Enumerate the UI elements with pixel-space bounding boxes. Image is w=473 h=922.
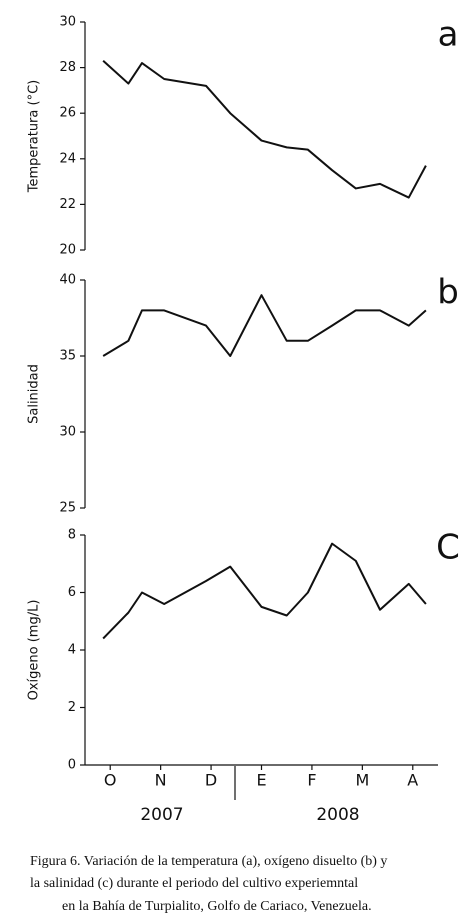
panel-letter: a	[438, 15, 459, 55]
year-label: 2008	[316, 805, 359, 825]
data-line	[102, 294, 427, 357]
caption-line: en la Bahía de Turpialito, Golfo de Cari…	[62, 899, 372, 914]
y-tick-label: 8	[68, 528, 76, 543]
caption-line: Figura 6. Variación de la temperatura (a…	[30, 854, 387, 869]
x-tick-label: M	[355, 771, 369, 790]
y-tick-label: 26	[59, 106, 76, 121]
x-tick-label: A	[407, 771, 418, 790]
y-tick-label: 6	[68, 585, 76, 600]
x-tick-label: O	[104, 771, 117, 790]
y-tick-label: 0	[68, 758, 76, 773]
x-tick-label: E	[256, 771, 266, 790]
y-tick-label: 40	[59, 273, 76, 288]
y-tick-label: 30	[59, 425, 76, 440]
y-tick-label: 4	[68, 643, 76, 658]
x-tick-label: D	[205, 771, 217, 790]
data-line	[102, 542, 427, 640]
year-label: 2007	[140, 805, 183, 825]
y-tick-label: 35	[59, 349, 76, 364]
data-line	[102, 60, 427, 199]
panel-letter: b	[437, 273, 459, 313]
x-tick-label: N	[155, 771, 167, 790]
y-tick-label: 28	[59, 60, 76, 75]
x-tick-label: F	[307, 771, 316, 790]
y-tick-label: 22	[59, 197, 76, 212]
y-tick-label: 25	[59, 501, 76, 516]
y-tick-label: 2	[68, 700, 76, 715]
y-axis-label: Salinidad	[27, 364, 42, 424]
panel-letter: C	[436, 528, 460, 568]
caption-line: la salinidad (c) durante el periodo del …	[30, 876, 358, 891]
y-tick-label: 20	[59, 243, 76, 258]
y-tick-label: 30	[59, 15, 76, 30]
y-axis-label: Temperatura (°C)	[27, 80, 42, 193]
y-axis-label: Oxígeno (mg/L)	[27, 600, 42, 701]
y-tick-label: 24	[59, 151, 76, 166]
